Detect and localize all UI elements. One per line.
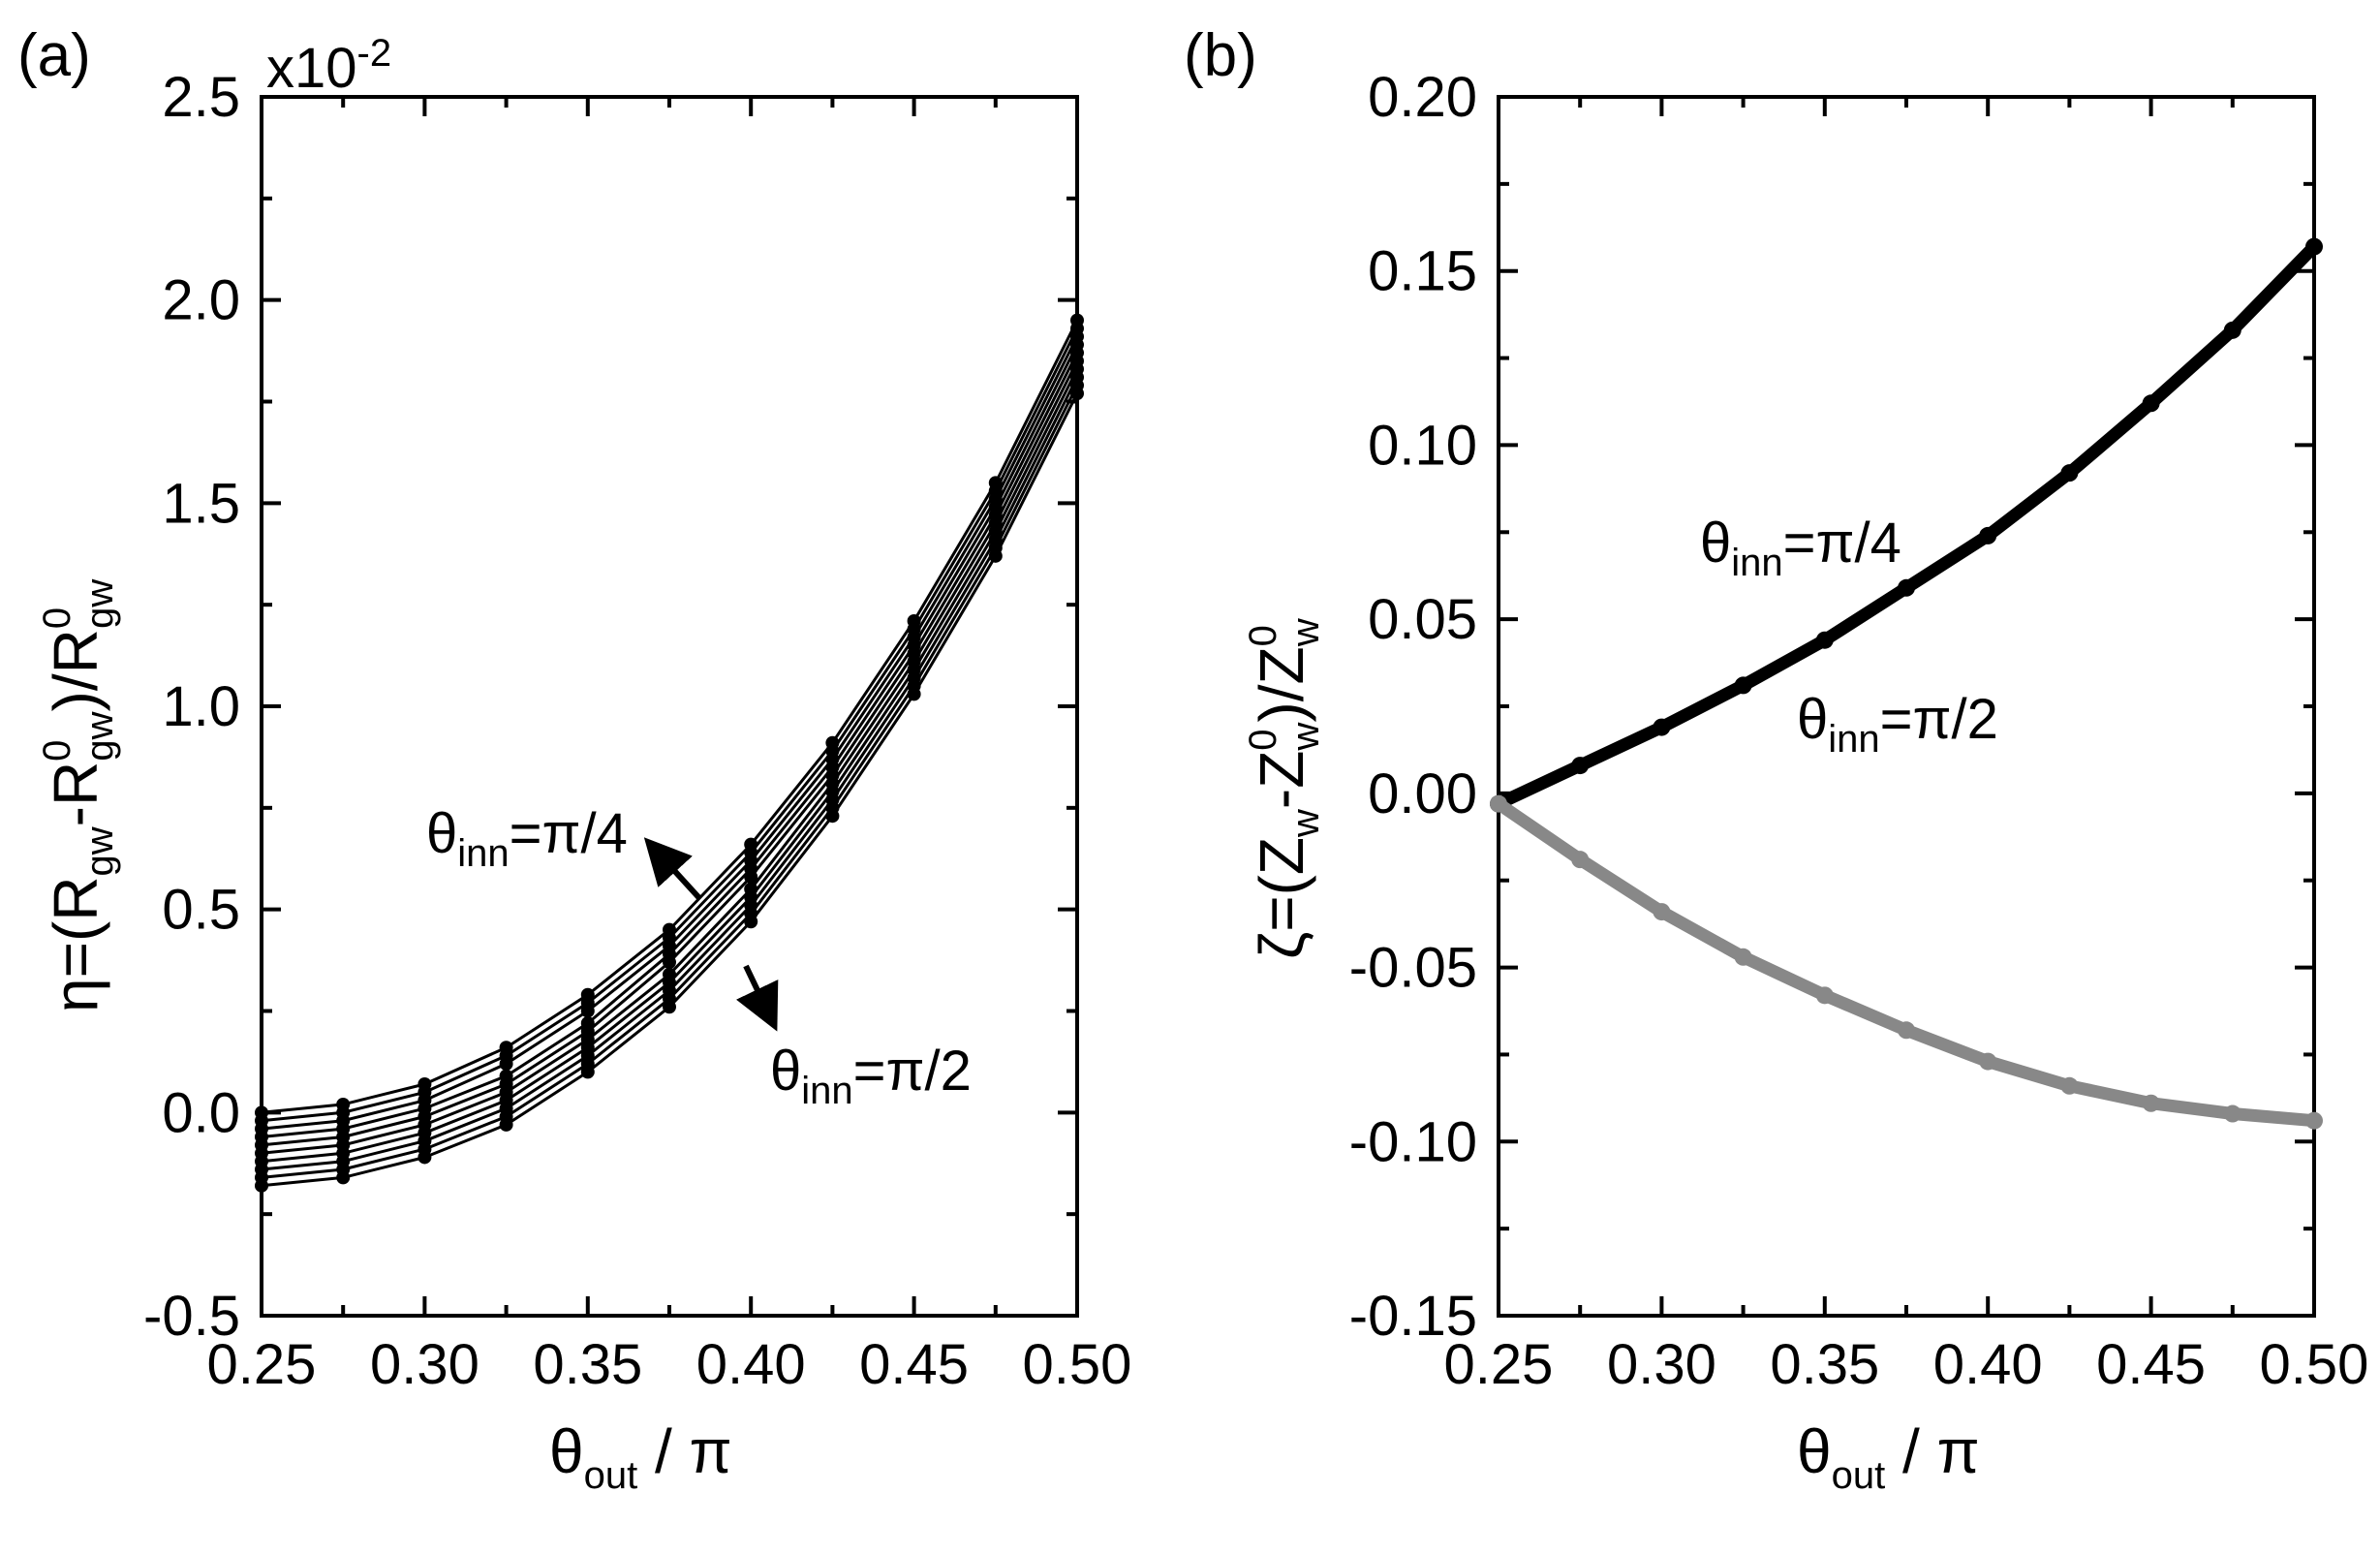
panel-b-annotation-pi2: θinn=π/2 — [1797, 688, 1998, 761]
series-10-point — [499, 1117, 513, 1132]
x-tick-label: 0.35 — [533, 1333, 642, 1396]
series-1-point — [2060, 464, 2079, 482]
series-1-point — [2142, 394, 2160, 413]
y-tick-label: -0.05 — [1349, 937, 1477, 1000]
panel-b-y-axis-title: ζ=(Zw-Z0w)/Z0w — [1242, 618, 1327, 959]
y-tick-label: 0.20 — [1368, 66, 1477, 129]
panel-a-arrow-down — [735, 964, 779, 1032]
x-tick-label: 0.35 — [1770, 1333, 1879, 1396]
series-2-point — [1979, 1052, 1997, 1071]
y-tick-label: -0.5 — [143, 1285, 240, 1348]
panel-a-label: (a) — [17, 22, 91, 89]
series-10-point — [1070, 387, 1084, 401]
series-3-point — [580, 1004, 595, 1018]
series-5-point — [663, 955, 676, 970]
x-tick-label: 0.50 — [2260, 1333, 2369, 1396]
panel-b-annotation-pi4: θinn=π/4 — [1700, 512, 1901, 584]
y-tick-label: 1.5 — [162, 472, 240, 535]
series-1-point — [2223, 321, 2241, 339]
y-tick-label: 0.0 — [162, 1081, 240, 1144]
panel-a-frame — [260, 95, 1079, 1318]
y-tick-label: 0.05 — [1368, 588, 1477, 651]
x-tick-label: 0.40 — [1933, 1333, 2043, 1396]
x-tick-label: 0.45 — [859, 1333, 969, 1396]
series-2-point — [2223, 1104, 2241, 1123]
panel-a-series — [255, 313, 1084, 1193]
series-1-point — [1653, 718, 1671, 736]
x-tick-label: 0.25 — [1444, 1333, 1554, 1396]
series-2-point — [1898, 1021, 1915, 1040]
series-1-point — [1734, 676, 1752, 695]
y-tick-label: 0.10 — [1368, 414, 1477, 477]
series-1-point — [1979, 526, 1997, 544]
y-tick-label: 0.5 — [162, 879, 240, 942]
series-line-4 — [260, 343, 1079, 1138]
panel-b: (b) 0.25 0.30 0.35 0.40 0.45 0.50 -0.15-0.10-… — [1184, 22, 2368, 1497]
series-10-point — [988, 548, 1003, 563]
series-2-point — [1653, 903, 1671, 921]
panel-b-ticks — [1497, 95, 2316, 1318]
panel-a-ticks — [260, 95, 1079, 1318]
y-tick-label: -0.10 — [1349, 1110, 1477, 1173]
series-2-point — [1815, 986, 1834, 1005]
y-tick-label: 0.00 — [1368, 762, 1477, 825]
x-tick-label: 0.25 — [207, 1333, 317, 1396]
series-1-point — [2305, 237, 2323, 256]
panel-a-x-tick-labels: 0.25 0.30 0.35 0.40 0.45 0.50 — [207, 1333, 1132, 1396]
series-5-point — [744, 870, 758, 885]
series-2-point — [1571, 851, 1590, 869]
series-10-point — [907, 687, 921, 701]
series-2-point — [1734, 948, 1752, 966]
panel-a-y-axis-title: η=(Rgw-R0gw)/R0gw — [36, 579, 121, 1012]
panel-b-y-tick-labels: -0.15 -0.10 -0.05 0.00 0.05 0.10 0.15 0.20 — [1349, 66, 1477, 1348]
panel-a-arrow-up — [643, 837, 702, 901]
y-tick-label: 1.0 — [162, 675, 240, 738]
panel-a-x-axis-title: θout / π — [549, 1416, 732, 1497]
panel-b-x-tick-labels: 0.25 0.30 0.35 0.40 0.45 0.50 — [1444, 1333, 2369, 1396]
panel-a-y-tick-labels: -0.5 0.0 0.5 1.0 1.5 2.0 2.5 — [143, 66, 240, 1348]
x-tick-label: 0.30 — [370, 1333, 479, 1396]
series-line-6 — [260, 359, 1079, 1155]
panel-b-series — [1490, 237, 2323, 1130]
y-tick-label: -0.15 — [1349, 1285, 1477, 1348]
series-line-5 — [260, 351, 1079, 1147]
series-10-point — [255, 1178, 268, 1193]
panel-a-annotation-pi4: θinn=π/4 — [426, 802, 628, 875]
series-line-2 — [1492, 797, 2321, 1128]
series-10-point — [336, 1170, 351, 1185]
panel-a-y-multiplier: x10-2 — [266, 32, 391, 100]
series-2-point — [2060, 1076, 2079, 1095]
panel-b-label: (b) — [1184, 22, 1257, 89]
series-3-point — [499, 1057, 513, 1072]
x-tick-label: 0.45 — [2096, 1333, 2206, 1396]
y-tick-label: 2.5 — [162, 66, 240, 129]
x-tick-label: 0.50 — [1023, 1333, 1132, 1396]
panel-a: (a) 0.25 0.30 0.35 0.40 0.45 0.50 -0.5 0.0 0.5 1… — [17, 22, 1131, 1497]
series-2-point — [2142, 1094, 2160, 1112]
panel-b-x-axis-title: θout / π — [1797, 1416, 1980, 1497]
series-2-point — [1490, 794, 1507, 813]
x-tick-label: 0.40 — [696, 1333, 806, 1396]
series-10-point — [580, 1065, 595, 1079]
series-1-point — [1815, 631, 1834, 649]
series-1-point — [1571, 757, 1590, 775]
x-tick-label: 0.30 — [1607, 1333, 1716, 1396]
series-2-point — [2305, 1111, 2323, 1130]
panel-a-annotation-pi2: θinn=π/2 — [770, 1040, 972, 1112]
series-10-point — [417, 1150, 432, 1165]
series-10-point — [825, 809, 840, 824]
y-tick-label: 2.0 — [162, 269, 240, 332]
y-tick-label: 0.15 — [1368, 240, 1477, 303]
series-10-point — [744, 915, 758, 929]
series-1-point — [1898, 578, 1915, 597]
series-10-point — [663, 1000, 676, 1014]
